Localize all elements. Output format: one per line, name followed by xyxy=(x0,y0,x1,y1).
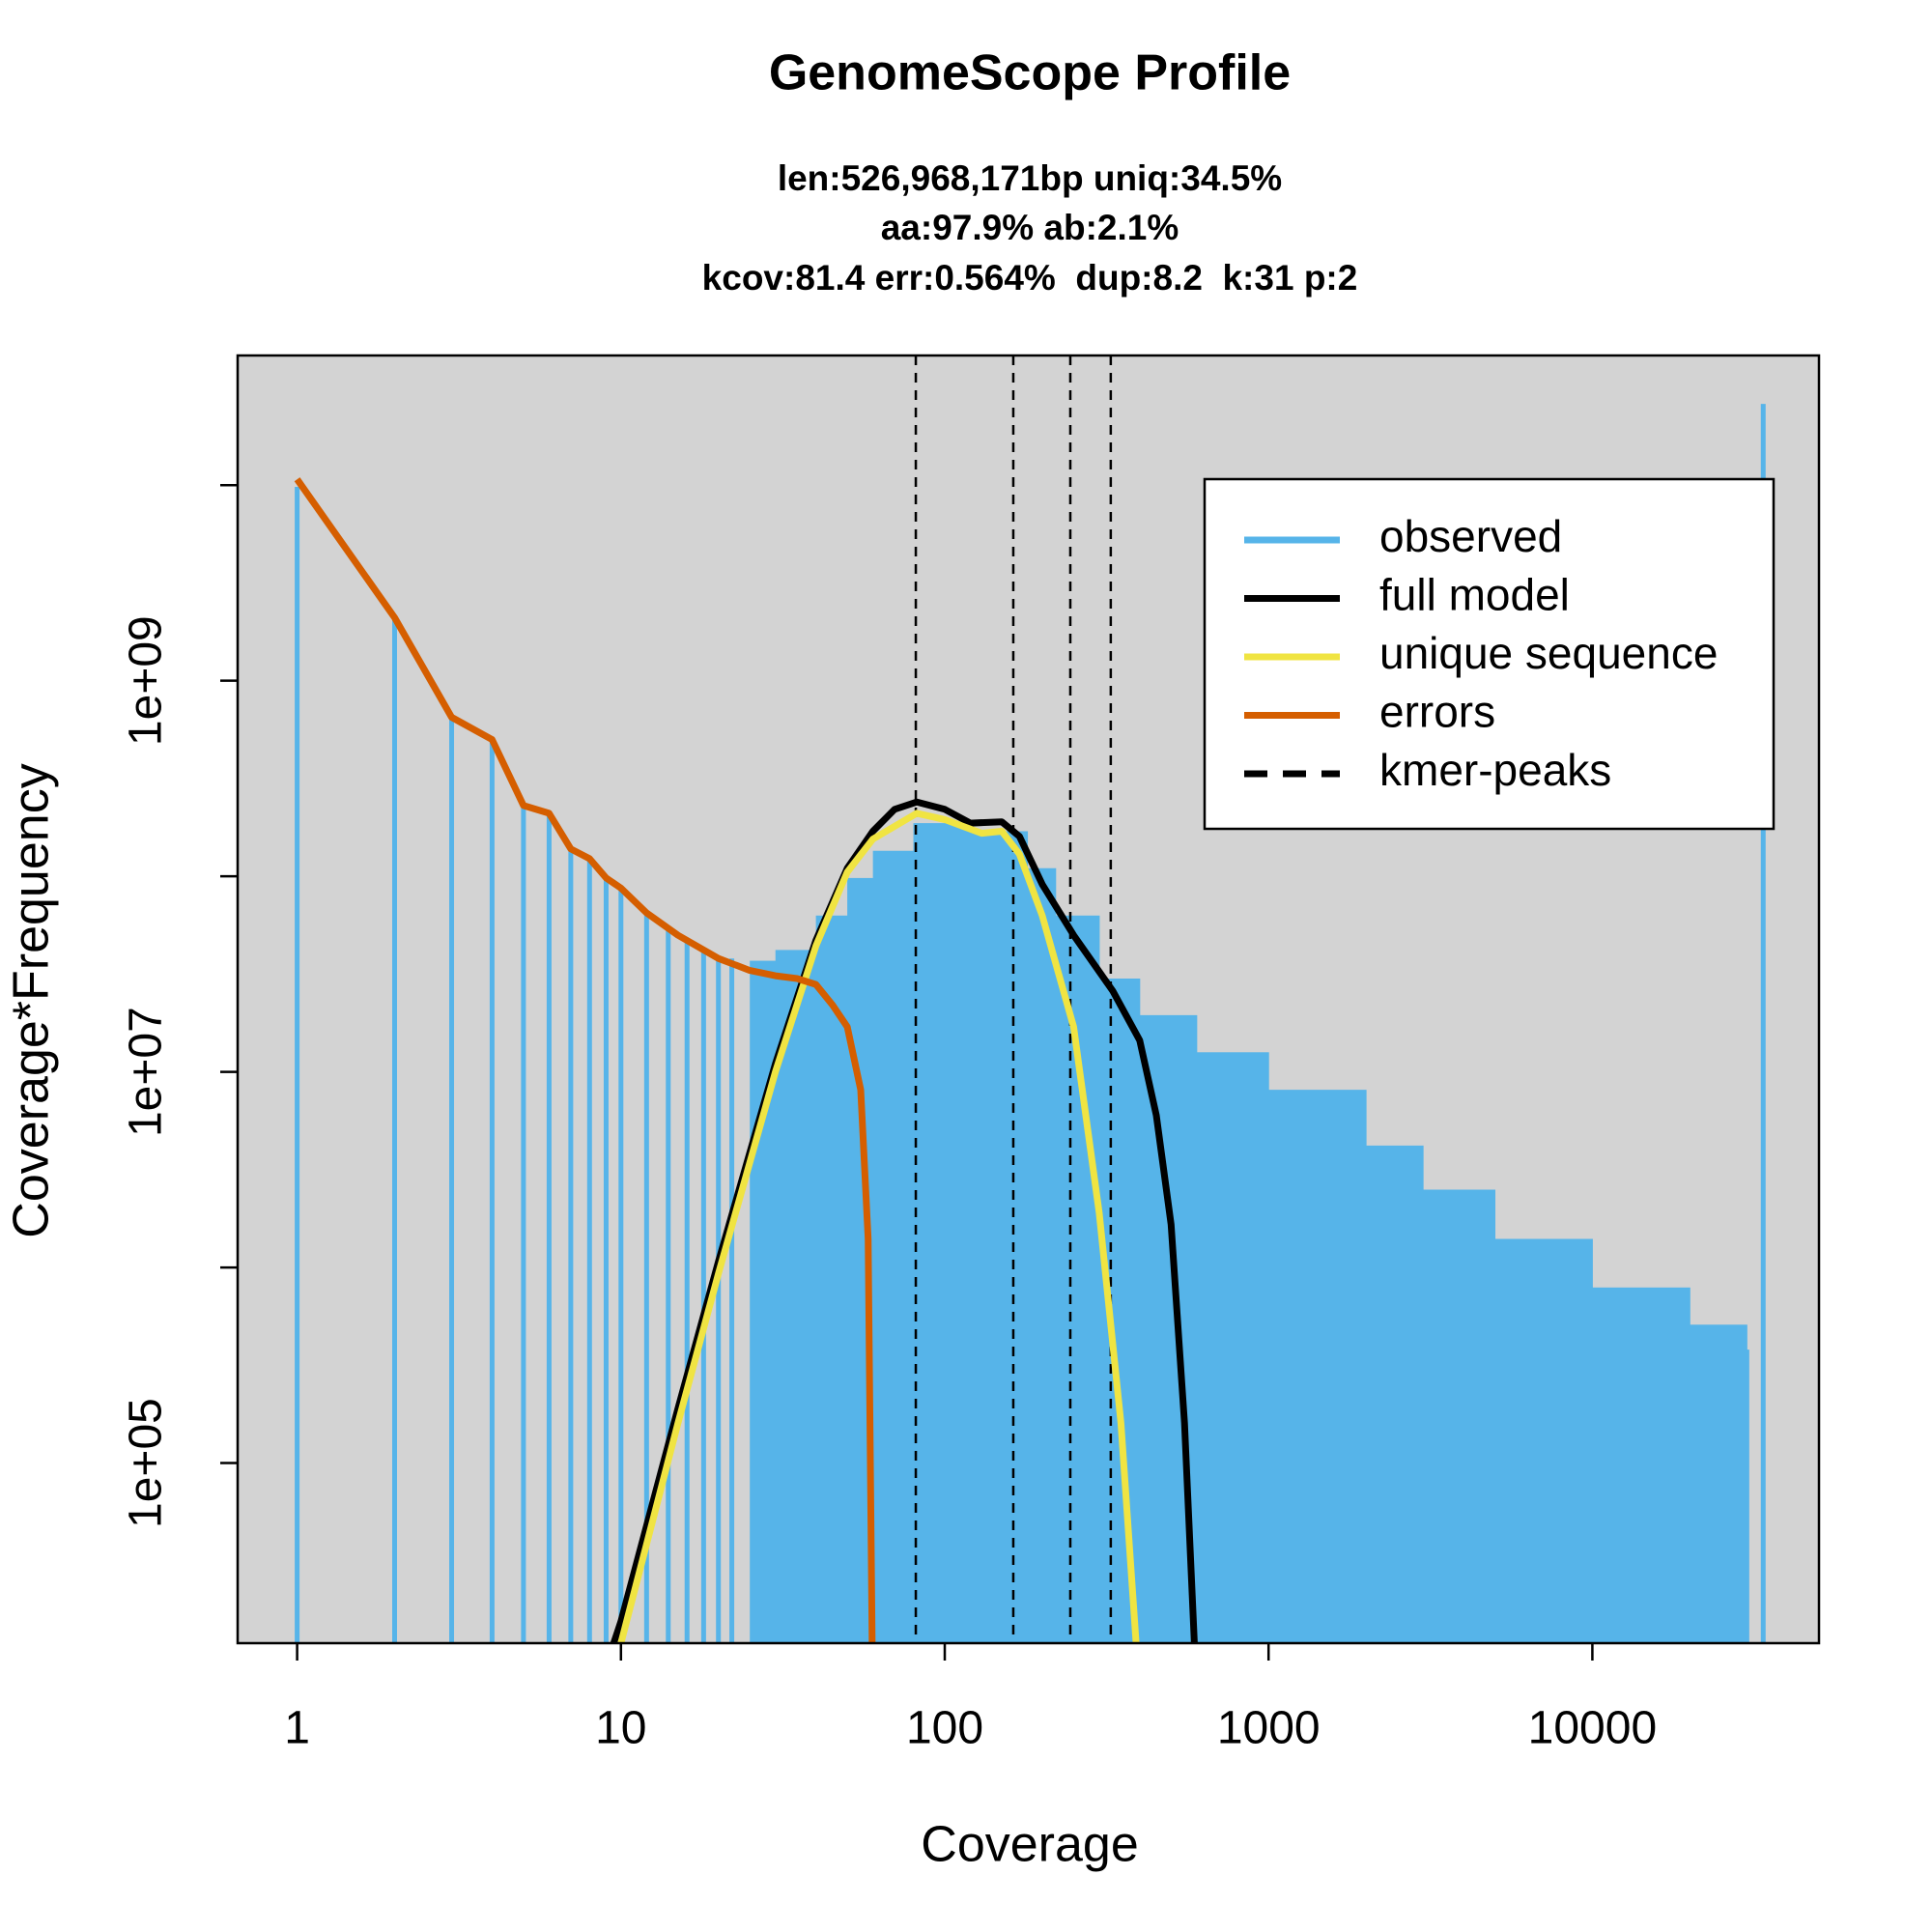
model-line xyxy=(294,477,876,1643)
legend-label: unique sequence xyxy=(1379,628,1718,678)
y-tick-label: 1e+09 xyxy=(121,615,172,746)
observed-bar xyxy=(1268,1090,1367,1643)
x-tick-label: 10000 xyxy=(1528,1703,1657,1754)
x-tick-label: 1 xyxy=(284,1703,310,1754)
legend-label: errors xyxy=(1379,687,1495,737)
x-axis-label: Coverage xyxy=(921,1817,1138,1873)
observed-bar xyxy=(1494,1238,1593,1643)
observed-bar xyxy=(970,831,1003,1643)
subtitle: aa:97.9% ab:2.1% xyxy=(881,208,1179,247)
observed-bar xyxy=(1196,1052,1269,1643)
observed-bar xyxy=(750,960,777,1643)
observed-bar xyxy=(815,915,848,1643)
subtitle: kcov:81.4 err:0.564% dup:8.2 k:31 p:2 xyxy=(702,258,1358,298)
observed-bar xyxy=(913,823,946,1643)
observed-bar xyxy=(1423,1189,1496,1643)
y-tick-label: 1e+05 xyxy=(121,1398,172,1528)
chart-title: GenomeScope Profile xyxy=(769,45,1291,101)
observed-bar xyxy=(872,850,915,1643)
plot-frame xyxy=(236,354,1821,1645)
subtitle: len:526,968,171bp uniq:34.5% xyxy=(778,158,1282,198)
plot-area xyxy=(294,355,1766,1643)
legend-label: observed xyxy=(1379,511,1562,561)
observed-bar xyxy=(1027,867,1057,1643)
observed-bar xyxy=(1002,831,1029,1643)
observed-bar xyxy=(1055,915,1100,1643)
legend-label: full model xyxy=(1379,570,1570,620)
observed-bar xyxy=(1366,1145,1424,1643)
observed-bar xyxy=(1592,1287,1690,1643)
legend-label: kmer-peaks xyxy=(1379,745,1611,795)
x-tick-label: 100 xyxy=(906,1703,983,1754)
observed-bar xyxy=(1690,1324,1747,1643)
y-tick-label: 1e+07 xyxy=(121,1007,172,1137)
x-tick-label: 10 xyxy=(595,1703,646,1754)
y-axis-label: Coverage*Frequency xyxy=(4,763,60,1237)
observed-bar xyxy=(945,823,972,1643)
observed-bar xyxy=(1098,979,1141,1643)
legend: observed full model unique sequence errors k… xyxy=(1203,477,1776,831)
model-line xyxy=(617,810,1140,1643)
observed-bar xyxy=(775,950,817,1643)
x-tick-label: 1000 xyxy=(1217,1703,1321,1754)
